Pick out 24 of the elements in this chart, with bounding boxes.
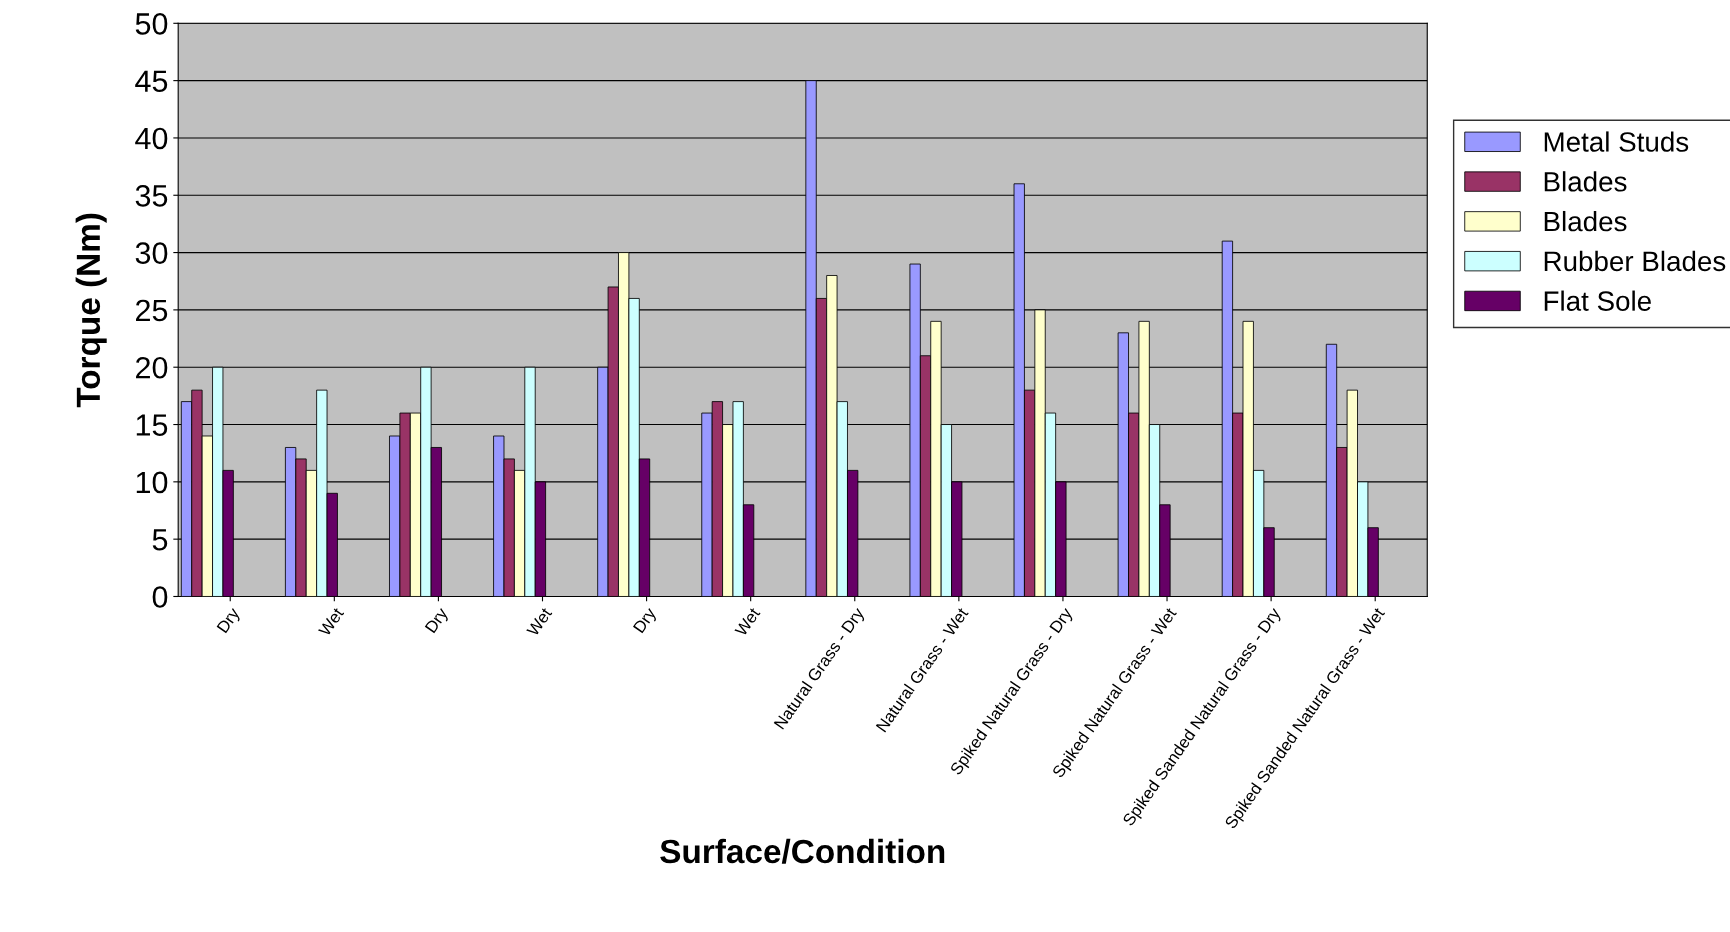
legend-label: Blades [1544, 210, 1627, 232]
legend-label: Blades [1544, 171, 1627, 192]
x-tick-label: Wet [734, 606, 761, 638]
y-tick-label: 45 [135, 70, 168, 92]
x-tick-label: Dry [216, 606, 243, 636]
x-tick-label: Wet [318, 606, 345, 638]
y-tick-label: 10 [136, 471, 168, 494]
legend-label: Rubber Blades [1544, 250, 1726, 272]
legend-label: Metal Studs [1544, 131, 1689, 152]
y-tick-label: 50 [135, 13, 168, 35]
x-tick-label: Dry [633, 606, 660, 636]
y-tick-label: 20 [136, 356, 168, 379]
y-tick-label: 30 [135, 242, 168, 264]
y-tick-label: 40 [135, 127, 168, 150]
y-tick-label: 35 [135, 184, 168, 207]
legend-label: Flat Sole [1544, 290, 1651, 311]
x-axis-title: Surface/Condition [660, 838, 945, 864]
y-axis-title: Torque (Nm) [75, 213, 107, 408]
x-tick-label: Wet [526, 606, 553, 638]
x-tick-label: Dry [424, 606, 452, 636]
y-tick-label: 5 [152, 529, 168, 551]
y-tick-label: 0 [152, 586, 168, 608]
y-tick-label: 25 [136, 299, 168, 322]
y-tick-label: 15 [136, 414, 168, 436]
